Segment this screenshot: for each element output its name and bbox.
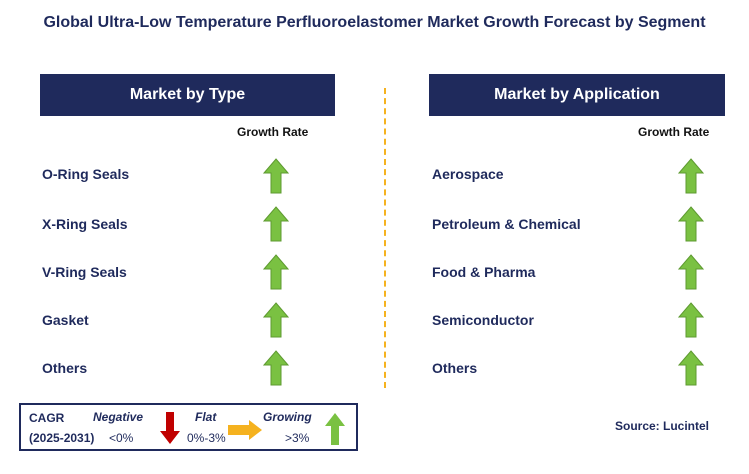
application-row-label: Petroleum & Chemical <box>432 216 581 232</box>
page-title: Global Ultra-Low Temperature Perfluoroel… <box>43 14 706 31</box>
up-arrow-icon <box>263 302 289 338</box>
down-arrow-icon <box>160 412 180 444</box>
up-arrow-icon <box>263 350 289 386</box>
application-row-label: Semiconductor <box>432 312 534 328</box>
up-arrow-icon <box>325 413 345 445</box>
growth-rate-label-application: Growth Rate <box>638 125 710 139</box>
type-row-label: O-Ring Seals <box>42 166 130 182</box>
legend-period-label: (2025-2031) <box>29 431 95 445</box>
application-row-label: Others <box>432 360 478 376</box>
up-arrow-icon <box>678 254 704 290</box>
up-arrow-icon <box>263 254 289 290</box>
growth-rate-label-type: Growth Rate <box>237 125 309 139</box>
up-arrow-icon <box>263 158 289 194</box>
type-row-label: X-Ring Seals <box>42 216 128 232</box>
up-arrow-icon <box>678 350 704 386</box>
up-arrow-icon <box>678 302 704 338</box>
application-row-label: Aerospace <box>432 166 504 182</box>
legend-cagr-label: CAGR <box>29 411 65 425</box>
type-row-label: Others <box>42 360 88 376</box>
legend-negative-range: <0% <box>109 431 134 445</box>
market-by-application-header: Market by Application <box>429 74 725 116</box>
source-credit: Source: Lucintel <box>615 419 710 433</box>
legend-flat-label: Flat <box>195 410 217 424</box>
type-row-label: V-Ring Seals <box>42 264 127 280</box>
legend-negative-label: Negative <box>93 410 144 424</box>
legend-flat-range: 0%-3% <box>187 431 226 445</box>
application-row-label: Food & Pharma <box>432 264 536 280</box>
cagr-legend: CAGR (2025-2031) Negative <0% Flat 0%-3%… <box>19 403 358 451</box>
type-row-label: Gasket <box>42 312 89 328</box>
market-by-type-header: Market by Type <box>40 74 335 116</box>
legend-growing-range: >3% <box>285 431 310 445</box>
legend-growing-label: Growing <box>263 410 312 424</box>
up-arrow-icon <box>263 206 289 242</box>
up-arrow-icon <box>678 206 704 242</box>
right-arrow-icon <box>228 420 262 440</box>
up-arrow-icon <box>678 158 704 194</box>
panel-divider <box>384 88 386 388</box>
